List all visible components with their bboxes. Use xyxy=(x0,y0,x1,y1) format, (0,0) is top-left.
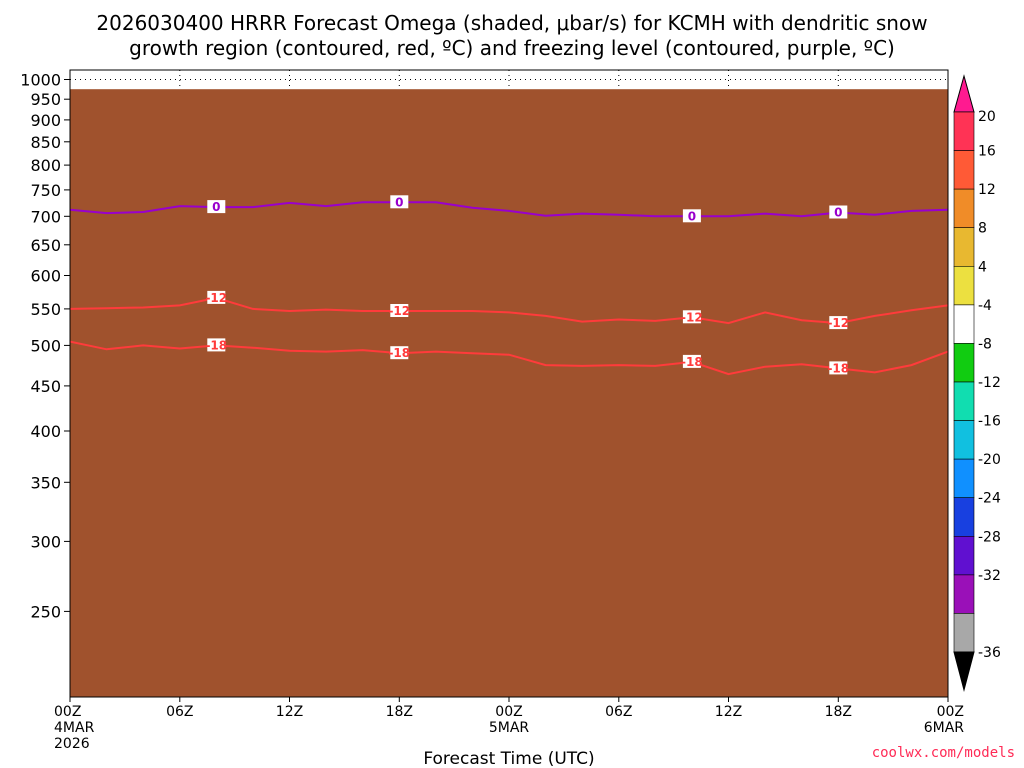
contour-label-bg xyxy=(390,346,409,360)
chart-title-line-2: growth region (contoured, red, ºC) and f… xyxy=(129,36,895,60)
contour-label-bg xyxy=(390,195,409,209)
colorbar-bin xyxy=(953,497,975,537)
colorbar-tick-label: 12 xyxy=(978,182,996,198)
y-tick-label: 250 xyxy=(30,602,61,621)
colorbar-bin xyxy=(953,535,975,576)
colorbar-tick-label: -16 xyxy=(978,414,1001,430)
colorbar-tick-label: -12 xyxy=(978,375,1001,391)
colorbar-bin xyxy=(953,458,975,499)
y-tick-label: 500 xyxy=(30,336,61,355)
y-tick-label: 650 xyxy=(30,236,61,255)
colorbar: 20 16 12 8 4 -4 -8 -12 -16 -20 -24 -28 -32 -36 xyxy=(953,74,1001,692)
y-tick-label: 350 xyxy=(30,473,61,492)
contour-label--18: -18 xyxy=(681,355,703,369)
colorbar-bin xyxy=(953,111,975,151)
colorbar-tick-label: -4 xyxy=(978,298,992,314)
x-tick-year: 2026 xyxy=(54,736,90,752)
y-tick-label: 450 xyxy=(30,377,61,396)
colorbar-bin xyxy=(953,227,975,267)
colorbar-bin xyxy=(953,150,975,190)
colorbar-tick-label: -36 xyxy=(978,645,1001,661)
y-tick-label: 900 xyxy=(30,111,61,130)
colorbar-tick-label: 16 xyxy=(978,144,996,160)
colorbar-tick-label: -24 xyxy=(978,491,1001,507)
y-tick-label: 700 xyxy=(30,207,61,226)
contour-label--12: -12 xyxy=(205,291,227,305)
x-tick-label: 12Z xyxy=(715,704,742,720)
source-credit: coolwx.com/models xyxy=(872,745,1015,761)
y-tick-label: 950 xyxy=(30,90,61,109)
x-tick-label: 06Z xyxy=(166,704,193,720)
y-tick-label: 300 xyxy=(30,532,61,551)
colorbar-tick-label: -32 xyxy=(978,568,1001,584)
contour-label-bg xyxy=(207,338,226,352)
colorbar-bin xyxy=(953,304,975,344)
contour-label-bg xyxy=(207,200,226,214)
contour-label-bg xyxy=(682,310,701,324)
y-tick-label: 1000 xyxy=(20,71,61,90)
colorbar-bin xyxy=(953,613,975,653)
temperature-contours: -18 -18 -18 -18 -12 -12 -12 -12 0 0 0 0 xyxy=(70,195,948,375)
y-tick-label: 800 xyxy=(30,156,61,175)
y-tick-label: 550 xyxy=(30,300,61,319)
contour-label-bg xyxy=(682,354,701,368)
colorbar-tick-label: 20 xyxy=(978,109,996,125)
colorbar-bin xyxy=(953,343,975,383)
contour-label-bg xyxy=(829,205,848,219)
contour-label--12: -12 xyxy=(388,304,410,318)
y-tick-label: 850 xyxy=(30,133,61,152)
x-tick-label: 12Z xyxy=(276,704,303,720)
contour-label-bg xyxy=(829,361,848,375)
x-tick-label: 18Z xyxy=(386,704,413,720)
colorbar-tick-label: 8 xyxy=(978,221,987,237)
contour-label-bg xyxy=(682,209,701,223)
x-tick-label: 00Z xyxy=(54,704,81,720)
colorbar-tick-label: 4 xyxy=(978,259,987,275)
colorbar-tick-label: -8 xyxy=(978,336,992,352)
contour-label-0: 0 xyxy=(395,195,403,209)
colorbar-bottom-arrow xyxy=(953,651,975,692)
x-tick-label: 00Z xyxy=(937,704,964,720)
y-tick-label: 600 xyxy=(30,267,61,286)
contour-label--18: -18 xyxy=(388,346,410,360)
contour-label-bg xyxy=(829,316,848,330)
contour-label-0: 0 xyxy=(834,206,842,220)
x-tick-date: 6MAR xyxy=(924,720,965,736)
colorbar-tick-label: -20 xyxy=(978,452,1001,468)
x-tick-label: 18Z xyxy=(825,704,852,720)
plot-area: -18 -18 -18 -18 -12 -12 -12 -12 0 0 0 0 xyxy=(70,70,948,697)
x-tick-date: 4MAR xyxy=(54,720,95,736)
contour-label-0: 0 xyxy=(212,200,220,214)
x-tick-date: 5MAR xyxy=(489,720,530,736)
contour-label--18: -18 xyxy=(205,338,227,352)
contour-label--12: -12 xyxy=(681,310,703,324)
contour-label--18: -18 xyxy=(827,361,849,375)
ground-below-surface xyxy=(70,89,948,697)
colorbar-top-arrow xyxy=(953,74,975,113)
colorbar-bin xyxy=(953,574,975,614)
colorbar-tick-label: -28 xyxy=(978,529,1001,545)
y-tick-label: 400 xyxy=(30,422,61,441)
contour-label--12: -12 xyxy=(827,316,849,330)
x-tick-label: 06Z xyxy=(605,704,632,720)
colorbar-bin xyxy=(953,381,975,421)
x-axis-label: Forecast Time (UTC) xyxy=(423,749,594,768)
contour-label-bg xyxy=(390,304,409,317)
contour-label-bg xyxy=(207,290,226,304)
y-tick-label: 750 xyxy=(30,181,61,200)
chart-title-line-1: 2026030400 HRRR Forecast Omega (shaded, … xyxy=(96,11,927,35)
colorbar-bin xyxy=(953,265,975,306)
contour-label-0: 0 xyxy=(688,209,696,223)
x-tick-label: 00Z xyxy=(495,704,522,720)
colorbar-bin xyxy=(953,420,975,460)
colorbar-bin xyxy=(953,188,975,229)
